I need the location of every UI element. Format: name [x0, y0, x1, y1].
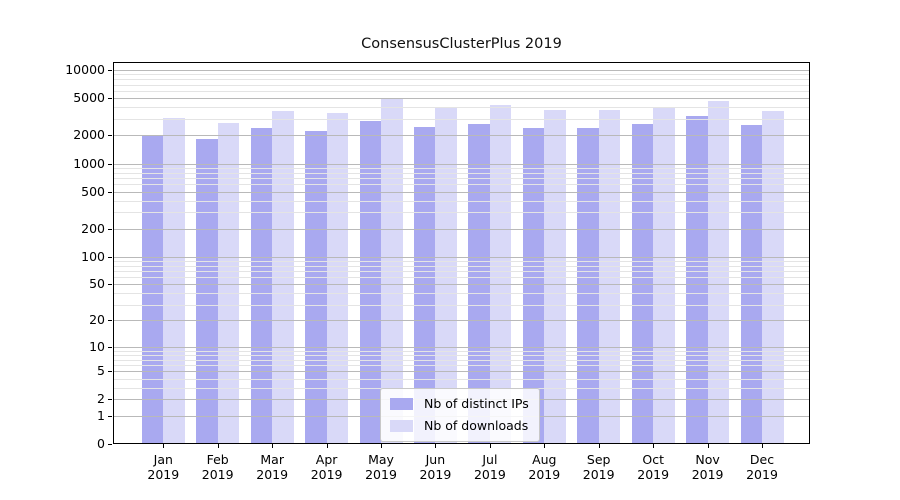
y-tick-label: 10 [89, 338, 105, 354]
y-tick-mark [108, 163, 112, 165]
bar-downloads-mar [272, 111, 294, 444]
y-tick-mark [108, 415, 112, 417]
bar-distinct-ips-jul [468, 123, 490, 444]
x-tick-mark [217, 444, 219, 448]
y-tick-label: 5000 [73, 90, 105, 106]
x-tick-label: Jul 2019 [473, 452, 506, 482]
y-tick-mark [108, 191, 112, 193]
legend-label-distinct-ips: Nb of distinct IPs [424, 396, 529, 411]
x-tick-label: Mar 2019 [256, 452, 289, 482]
y-tick-mark [108, 346, 112, 348]
y-tick-mark [108, 444, 112, 445]
bar-distinct-ips-mar [250, 128, 273, 444]
bar-distinct-ips-jun [413, 127, 436, 444]
chart-title: ConsensusClusterPlus 2019 [361, 36, 562, 52]
bar-distinct-ips-oct [631, 124, 654, 444]
y-tick-label: 2000 [73, 127, 105, 143]
y-tick-mark [108, 320, 112, 322]
y-tick-mark [108, 284, 112, 286]
x-tick-label: Jun 2019 [419, 452, 452, 482]
legend-label-downloads: Nb of downloads [424, 418, 529, 433]
x-tick-label: May 2019 [365, 452, 397, 482]
x-tick-mark [435, 444, 437, 448]
bar-distinct-ips-feb [196, 139, 218, 444]
x-tick-mark [707, 444, 709, 448]
y-tick-label: 0 [97, 436, 105, 451]
x-tick-mark [762, 444, 763, 448]
y-tick-label: 2 [97, 391, 105, 407]
x-tick-mark [653, 444, 655, 448]
bar-distinct-ips-jan [141, 136, 164, 444]
y-tick-label: 5 [97, 363, 105, 379]
bar-downloads-dec [762, 111, 784, 444]
x-tick-mark [163, 444, 165, 448]
x-tick-label: Sep 2019 [582, 452, 615, 482]
bar-downloads-jul [489, 104, 512, 444]
x-tick-mark [381, 444, 382, 448]
y-tick-label: 1 [97, 407, 105, 423]
x-tick-label: Apr 2019 [310, 452, 343, 482]
bar-downloads-nov [707, 100, 730, 444]
y-tick-mark [108, 135, 112, 137]
y-tick-label: 200 [81, 220, 105, 236]
bar-distinct-ips-dec [740, 125, 762, 444]
bar-downloads-aug [544, 110, 566, 444]
legend: Nb of distinct IPs Nb of downloads [380, 388, 540, 442]
y-tick-mark [108, 371, 112, 373]
y-tick-label: 100 [81, 248, 105, 264]
bars-layer [113, 62, 810, 444]
bar-distinct-ips-apr [305, 131, 327, 444]
y-tick-label: 50 [89, 276, 105, 292]
bar-downloads-feb [217, 122, 240, 444]
legend-item-downloads: Nb of downloads [390, 416, 529, 435]
x-tick-label: Oct 2019 [637, 452, 670, 482]
plot-area: Nb of distinct IPs Nb of downloads [113, 62, 810, 444]
x-tick-mark [272, 444, 274, 448]
x-tick-mark [326, 444, 328, 448]
bar-distinct-ips-may [359, 120, 381, 444]
bar-distinct-ips-nov [686, 116, 708, 444]
legend-item-distinct-ips: Nb of distinct IPs [390, 394, 529, 413]
x-tick-label: Dec 2019 [746, 452, 778, 482]
y-tick-mark [108, 70, 112, 72]
y-tick-mark [108, 399, 112, 401]
y-tick-label: 10000 [65, 62, 105, 78]
x-tick-label: Jan 2019 [147, 452, 180, 482]
y-tick-label: 20 [89, 312, 105, 328]
bar-distinct-ips-sep [577, 127, 599, 444]
y-tick-label: 1000 [73, 155, 105, 171]
bar-downloads-sep [598, 110, 621, 444]
x-tick-label: Nov 2019 [691, 452, 724, 482]
bar-downloads-apr [326, 113, 349, 444]
y-tick-label: 500 [81, 183, 105, 199]
bar-downloads-jan [163, 118, 185, 444]
bar-downloads-oct [653, 106, 675, 444]
legend-swatch-distinct-ips [390, 397, 413, 410]
y-tick-mark [108, 256, 112, 258]
x-tick-mark [544, 444, 546, 448]
x-tick-mark [598, 444, 600, 448]
x-tick-mark [489, 444, 491, 448]
x-tick-label: Aug 2019 [528, 452, 561, 482]
y-tick-mark [108, 228, 112, 230]
x-tick-label: Feb 2019 [201, 452, 234, 482]
legend-swatch-downloads [390, 419, 413, 432]
y-tick-mark [108, 98, 112, 100]
